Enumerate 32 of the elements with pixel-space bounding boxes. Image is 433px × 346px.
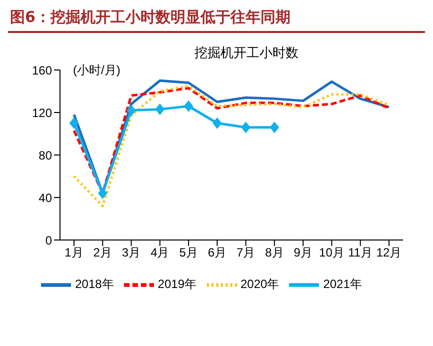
x-tick-label: 10月 xyxy=(319,246,344,260)
x-tick-label: 2月 xyxy=(93,246,112,260)
point xyxy=(241,122,250,133)
x-tick-label: 12月 xyxy=(376,246,402,260)
x-tick-label: 9月 xyxy=(294,246,312,260)
y-tick-label: 120 xyxy=(32,106,52,120)
x-tick-label: 6月 xyxy=(208,246,227,260)
legend-label: 2018年 xyxy=(75,277,114,292)
legend-label: 2020年 xyxy=(240,277,280,292)
x-tick-label: 7月 xyxy=(236,246,256,260)
point xyxy=(212,118,222,129)
x-tick-label: 8月 xyxy=(265,246,284,260)
point xyxy=(155,104,164,115)
point xyxy=(98,188,108,199)
x-tick-label: 11月 xyxy=(348,246,373,260)
x-tick-label: 1月 xyxy=(64,246,84,260)
y-tick-label: 40 xyxy=(38,190,52,205)
point xyxy=(184,100,194,112)
chart-subtitle: 挖掘机开工小时数 xyxy=(194,44,300,62)
x-tick-label: 3月 xyxy=(122,246,141,260)
x-tick-label: 4月 xyxy=(150,246,170,260)
y-tick-label: 160 xyxy=(32,63,52,78)
legend-label: 2019年 xyxy=(158,277,196,292)
legend-label: 2021年 xyxy=(323,277,362,292)
y-tick-label: 0 xyxy=(45,233,52,248)
y-axis-title: (小时/月) xyxy=(73,62,120,79)
chart-title: 图6：挖掘机开工小时数明显低于往年同期 xyxy=(10,8,290,27)
point xyxy=(70,118,78,129)
x-tick-label: 5月 xyxy=(179,246,198,260)
point xyxy=(126,104,136,116)
point xyxy=(270,122,279,133)
y-tick-label: 80 xyxy=(38,148,52,162)
